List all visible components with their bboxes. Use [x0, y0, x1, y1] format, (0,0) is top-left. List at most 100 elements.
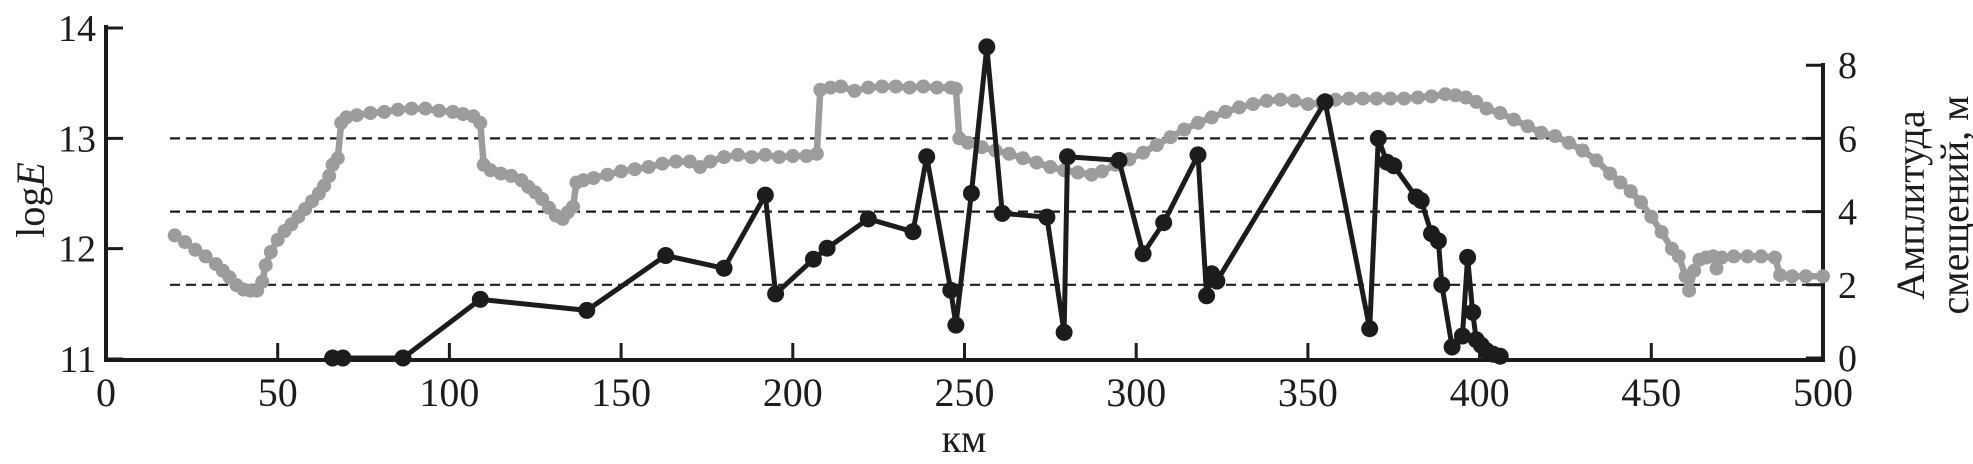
- logE-marker: [641, 160, 656, 174]
- logE-marker: [809, 146, 824, 161]
- right-tick-label-8: 8: [1838, 45, 1857, 87]
- amplitude-marker: [942, 281, 960, 299]
- logE-marker: [1369, 91, 1384, 106]
- amplitude-marker: [578, 301, 596, 319]
- logE-marker: [473, 115, 488, 130]
- logE-marker: [258, 258, 273, 273]
- logE-marker: [349, 108, 364, 123]
- x-tick-label-150: 150: [591, 370, 651, 415]
- logE-marker: [1469, 94, 1484, 109]
- logE-marker: [377, 104, 392, 119]
- logE-marker: [1218, 104, 1233, 119]
- logE-marker: [178, 235, 192, 250]
- logE-marker: [1548, 129, 1563, 144]
- logE-marker: [1094, 164, 1109, 179]
- logE-marker: [875, 79, 890, 94]
- x-tick-label-0: 0: [96, 370, 116, 415]
- logE-marker: [1355, 91, 1370, 106]
- right-tick-label-0: 0: [1838, 338, 1857, 380]
- amplitude-marker: [715, 259, 733, 277]
- logE-marker: [1342, 91, 1357, 106]
- right-tick-label-6: 6: [1838, 118, 1857, 160]
- x-tick-label-300: 300: [1106, 370, 1166, 415]
- logE-marker: [188, 242, 203, 257]
- logE-marker: [930, 80, 944, 95]
- left-tick-label-11: 11: [59, 339, 96, 381]
- logE-marker: [1654, 225, 1669, 240]
- amplitude-marker: [1361, 320, 1379, 338]
- logE-marker: [1575, 143, 1590, 158]
- x-tick-label-400: 400: [1450, 370, 1510, 415]
- logE-marker: [1754, 249, 1769, 264]
- logE-marker: [772, 150, 787, 165]
- logE-marker: [432, 103, 447, 118]
- amplitude-marker: [1459, 248, 1477, 266]
- amplitude-marker: [978, 38, 996, 56]
- logE-marker: [833, 79, 848, 94]
- logE-marker: [1149, 138, 1164, 152]
- logE-marker: [255, 274, 270, 289]
- amplitude-marker: [1155, 214, 1173, 232]
- amplitude-marker: [756, 186, 774, 204]
- amplitude-marker: [804, 250, 822, 268]
- logE-marker: [1687, 263, 1702, 278]
- logE-marker: [1070, 165, 1085, 180]
- amplitude-marker: [471, 290, 489, 308]
- logE-marker: [263, 245, 278, 259]
- left-tick-label-12: 12: [58, 229, 96, 271]
- left-tick-label-14: 14: [58, 8, 96, 50]
- logE-marker: [600, 167, 615, 182]
- left-axis-title-E: E: [8, 162, 53, 187]
- logE-marker: [330, 151, 345, 166]
- amplitude-marker: [818, 239, 836, 257]
- logE-marker: [888, 79, 903, 94]
- amplitude-marker: [1443, 338, 1461, 356]
- amplitude-marker: [1208, 272, 1226, 290]
- logE-marker: [1273, 92, 1288, 107]
- amplitude-marker: [1198, 287, 1216, 305]
- logE-marker: [1397, 91, 1412, 106]
- amplitude-marker: [1059, 148, 1076, 166]
- amplitude-marker: [1316, 93, 1334, 111]
- logE-marker: [948, 81, 963, 96]
- logE-marker: [1726, 249, 1741, 264]
- amplitude-marker: [993, 204, 1011, 222]
- gray-logE-series: [167, 79, 1830, 298]
- logE-marker: [627, 162, 642, 177]
- logE-marker: [1520, 119, 1535, 134]
- logE-marker: [916, 79, 931, 94]
- left-tick-label-13: 13: [58, 118, 96, 160]
- logE-marker: [1589, 153, 1604, 168]
- logE-marker: [1232, 100, 1247, 115]
- x-tick-label-100: 100: [419, 370, 479, 415]
- amplitude-marker: [1433, 276, 1451, 294]
- amplitude-marker: [1110, 151, 1128, 169]
- logE-marker: [167, 228, 182, 243]
- logE-marker: [1136, 145, 1151, 160]
- logE-marker: [322, 168, 337, 183]
- amplitude-marker: [334, 349, 352, 367]
- amplitude-marker: [947, 316, 965, 334]
- logE-marker: [586, 171, 601, 186]
- logE-marker: [1204, 110, 1219, 125]
- amplitude-marker: [1464, 303, 1482, 321]
- logE-marker: [1424, 89, 1439, 104]
- amplitude-marker: [1385, 157, 1403, 175]
- x-tick-label-50: 50: [258, 370, 298, 415]
- logE-marker: [1603, 166, 1618, 181]
- black-amplitude-series: [324, 38, 1509, 367]
- right-tick-label-4: 4: [1838, 192, 1857, 234]
- amplitude-marker: [918, 148, 936, 166]
- logE-marker: [669, 154, 683, 169]
- amplitude-marker: [1038, 208, 1056, 226]
- x-tick-label-450: 450: [1621, 370, 1681, 415]
- logE-marker: [363, 106, 378, 120]
- right-axis-title-line2: смещений, м: [1932, 96, 1973, 315]
- logE-marker: [1634, 195, 1648, 210]
- amplitude-marker: [1055, 323, 1073, 341]
- logE-marker: [1798, 269, 1813, 284]
- logE-marker: [614, 164, 629, 179]
- left-axis-title-log: log: [8, 187, 53, 238]
- logE-marker: [1246, 97, 1260, 112]
- logE-marker: [1644, 209, 1659, 224]
